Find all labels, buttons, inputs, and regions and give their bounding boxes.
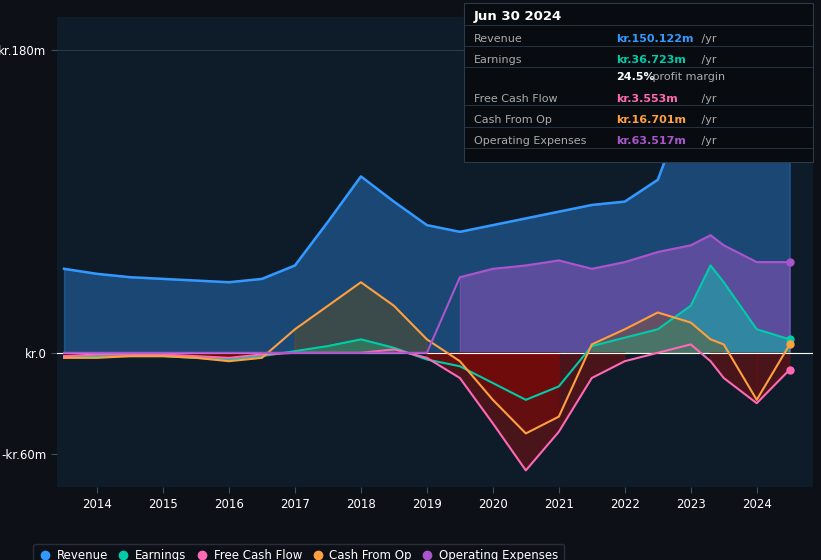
Text: /yr: /yr (698, 115, 717, 125)
Text: kr.150.122m: kr.150.122m (616, 34, 693, 44)
Text: /yr: /yr (698, 136, 717, 146)
Text: Cash From Op: Cash From Op (474, 115, 552, 125)
Text: Free Cash Flow: Free Cash Flow (474, 94, 557, 104)
Legend: Revenue, Earnings, Free Cash Flow, Cash From Op, Operating Expenses: Revenue, Earnings, Free Cash Flow, Cash … (33, 544, 564, 560)
Text: Jun 30 2024: Jun 30 2024 (474, 10, 562, 22)
Text: Revenue: Revenue (474, 34, 522, 44)
Text: Operating Expenses: Operating Expenses (474, 136, 586, 146)
Text: /yr: /yr (698, 55, 717, 66)
Text: kr.36.723m: kr.36.723m (616, 55, 686, 66)
Text: Earnings: Earnings (474, 55, 522, 66)
Text: profit margin: profit margin (649, 72, 725, 82)
Text: kr.3.553m: kr.3.553m (616, 94, 677, 104)
Text: /yr: /yr (698, 34, 717, 44)
Text: kr.16.701m: kr.16.701m (616, 115, 686, 125)
Text: kr.63.517m: kr.63.517m (616, 136, 686, 146)
Text: /yr: /yr (698, 94, 717, 104)
Text: 24.5%: 24.5% (616, 72, 654, 82)
